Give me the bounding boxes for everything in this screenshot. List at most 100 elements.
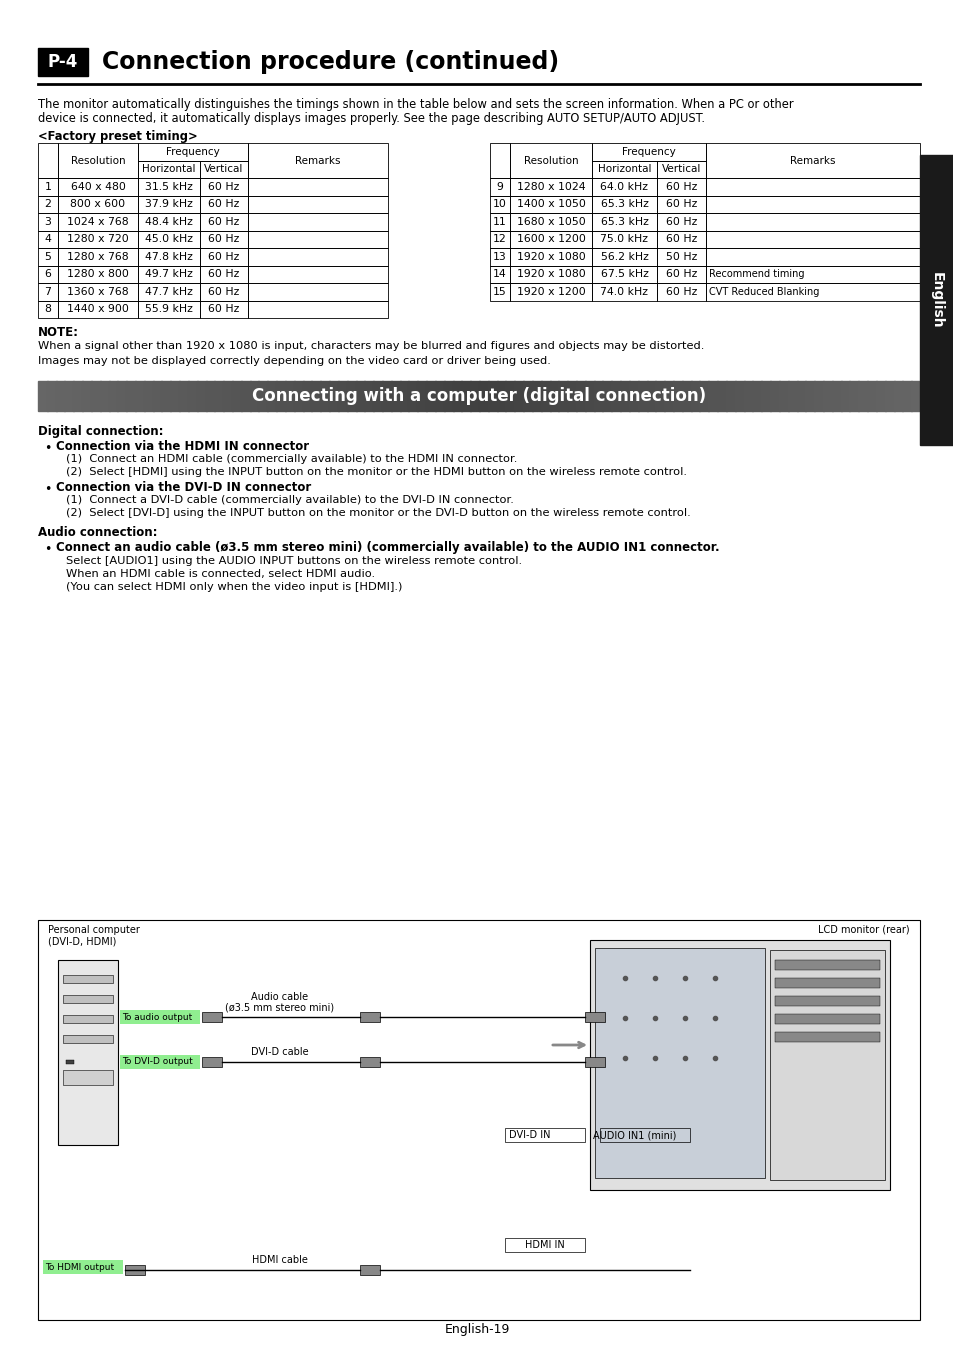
Bar (478, 381, 488, 410)
Bar (408, 381, 417, 410)
Bar (443, 381, 453, 410)
Bar (248, 248, 388, 266)
Bar (699, 381, 709, 410)
Bar (848, 381, 859, 410)
Bar (267, 381, 277, 410)
Text: 60 Hz: 60 Hz (665, 217, 697, 227)
Bar (584, 1057, 604, 1066)
Bar (470, 381, 479, 410)
Text: Recommend timing: Recommend timing (708, 269, 803, 279)
Bar (831, 381, 841, 410)
Bar (232, 381, 242, 410)
Text: 1280 x 768: 1280 x 768 (67, 251, 129, 262)
Bar (38, 248, 58, 266)
Bar (490, 196, 510, 213)
Bar (38, 178, 58, 196)
Bar (576, 381, 585, 410)
Bar (55, 381, 66, 410)
Bar (179, 381, 189, 410)
Text: 1920 x 1080: 1920 x 1080 (517, 269, 585, 279)
Bar (592, 248, 657, 266)
Bar (490, 231, 510, 248)
Bar (628, 381, 639, 410)
Bar (250, 381, 259, 410)
Bar (337, 381, 347, 410)
Bar (505, 381, 515, 410)
Bar (58, 284, 138, 301)
Bar (497, 381, 506, 410)
Bar (38, 143, 58, 178)
Bar (66, 1060, 74, 1064)
Bar (248, 178, 388, 196)
Bar (117, 381, 127, 410)
Bar (100, 381, 110, 410)
Text: Resolution: Resolution (71, 155, 125, 166)
Bar (43, 1260, 123, 1274)
Bar (248, 143, 388, 178)
Bar (774, 960, 879, 971)
Text: Resolution: Resolution (523, 155, 578, 166)
Bar (705, 196, 919, 213)
Bar (804, 381, 814, 410)
Bar (902, 381, 911, 410)
Text: DVI-D IN: DVI-D IN (509, 1130, 550, 1139)
Text: 60 Hz: 60 Hz (665, 235, 697, 244)
Bar (705, 284, 919, 301)
Bar (38, 213, 58, 231)
Bar (240, 381, 251, 410)
Bar (510, 196, 592, 213)
Text: 60 Hz: 60 Hz (665, 200, 697, 209)
Bar (205, 381, 215, 410)
Bar (138, 196, 200, 213)
Bar (595, 948, 764, 1179)
Text: 65.3 kHz: 65.3 kHz (600, 217, 648, 227)
Bar (138, 161, 200, 178)
Bar (138, 301, 200, 319)
Bar (58, 143, 138, 178)
Bar (359, 1265, 379, 1274)
Bar (171, 381, 180, 410)
Bar (138, 266, 200, 283)
Bar (657, 231, 705, 248)
Text: Frequency: Frequency (621, 147, 675, 157)
Text: 1920 x 1200: 1920 x 1200 (517, 286, 585, 297)
Bar (490, 248, 510, 266)
Bar (705, 266, 919, 283)
Bar (391, 381, 400, 410)
Bar (619, 381, 629, 410)
Text: 60 Hz: 60 Hz (208, 200, 239, 209)
Text: When a signal other than 1920 x 1080 is input, characters may be blurred and fig: When a signal other than 1920 x 1080 is … (38, 342, 703, 351)
Bar (774, 996, 879, 1006)
Bar (638, 381, 647, 410)
Bar (655, 381, 664, 410)
Bar (73, 381, 83, 410)
Text: 37.9 kHz: 37.9 kHz (145, 200, 193, 209)
Text: 75.0 kHz: 75.0 kHz (599, 235, 648, 244)
Text: 10: 10 (493, 200, 506, 209)
Bar (504, 1238, 584, 1251)
Bar (258, 381, 268, 410)
Text: 60 Hz: 60 Hz (208, 269, 239, 279)
Bar (883, 381, 894, 410)
Bar (522, 381, 533, 410)
Bar (138, 248, 200, 266)
Text: •: • (44, 543, 51, 556)
Bar (487, 381, 497, 410)
Bar (58, 248, 138, 266)
Bar (657, 266, 705, 283)
Text: 1280 x 800: 1280 x 800 (67, 269, 129, 279)
Bar (63, 995, 112, 1003)
Text: 47.8 kHz: 47.8 kHz (145, 251, 193, 262)
Bar (63, 1035, 112, 1044)
Text: When an HDMI cable is connected, select HDMI audio.: When an HDMI cable is connected, select … (66, 568, 375, 579)
Text: (1)  Connect an HDMI cable (commercially available) to the HDMI IN connector.: (1) Connect an HDMI cable (commercially … (66, 454, 517, 464)
Bar (893, 381, 902, 410)
Bar (510, 178, 592, 196)
Bar (399, 381, 409, 410)
Bar (778, 381, 788, 410)
Bar (200, 161, 248, 178)
Bar (38, 381, 48, 410)
Text: 60 Hz: 60 Hz (665, 269, 697, 279)
Bar (359, 1012, 379, 1022)
Text: 56.2 kHz: 56.2 kHz (600, 251, 648, 262)
